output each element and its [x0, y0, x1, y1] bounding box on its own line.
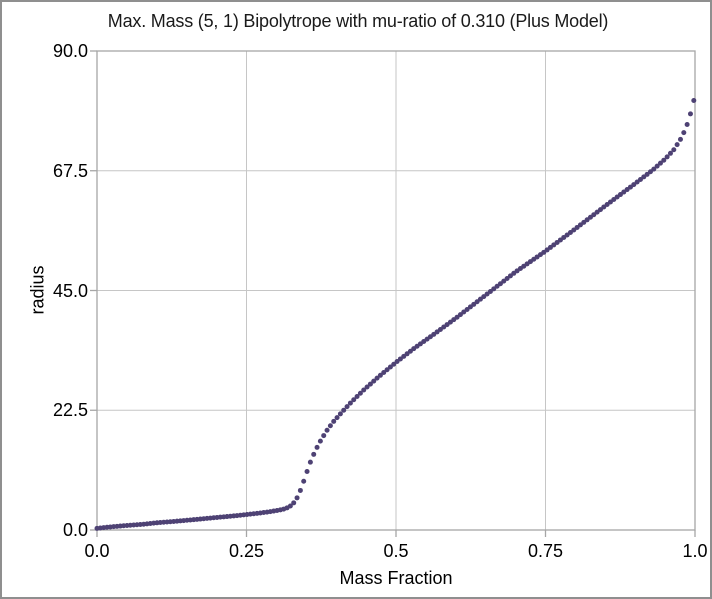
x-tick-label: 1.0 [682, 541, 708, 561]
data-point [681, 130, 687, 136]
data-point [337, 411, 343, 417]
data-point [331, 418, 337, 424]
data-point [671, 147, 677, 153]
data-point [677, 136, 683, 142]
data-point [324, 427, 330, 433]
data-point [684, 121, 690, 127]
data-point [364, 384, 370, 390]
data-point [384, 367, 390, 373]
data-point [377, 372, 383, 378]
data-point [664, 154, 670, 160]
data-point [334, 415, 340, 421]
data-point [287, 503, 293, 509]
data-point [291, 500, 297, 506]
data-point [667, 150, 673, 156]
y-tick-label: 22.5 [52, 400, 88, 421]
data-point [647, 169, 653, 175]
data-point [651, 166, 657, 172]
data-point [674, 142, 680, 148]
y-tick-label: 0.0 [62, 520, 88, 540]
y-tick-label: 67.5 [52, 160, 88, 181]
x-tick-label: 0.25 [228, 541, 265, 561]
x-tick-label: 0.75 [527, 541, 564, 561]
data-point [367, 381, 373, 387]
data-point [661, 157, 667, 163]
data-point [307, 459, 313, 465]
data-point [354, 393, 360, 399]
data-point [314, 444, 320, 450]
chart-title: Max. Mass (5, 1) Bipolytrope with mu-rat… [107, 11, 609, 31]
data-point [327, 423, 333, 429]
data-point [344, 404, 350, 410]
data-point [657, 160, 663, 166]
y-tick-label: 45.0 [52, 280, 88, 301]
data-series [94, 98, 697, 531]
x-tick-label: 0.0 [84, 541, 110, 561]
data-point [317, 438, 323, 444]
x-tick-label: 0.5 [383, 541, 409, 561]
data-point [691, 98, 697, 103]
data-point [361, 387, 367, 393]
data-point [687, 111, 693, 117]
data-point [297, 487, 303, 493]
y-tick-label: 90.0 [52, 41, 88, 61]
data-point [341, 407, 347, 413]
data-point [381, 370, 387, 376]
data-point [321, 433, 327, 439]
data-point [301, 478, 307, 484]
data-point [371, 378, 377, 384]
data-point [357, 390, 363, 396]
data-point [294, 495, 300, 501]
data-point [387, 364, 393, 370]
data-point [351, 397, 357, 403]
data-point [311, 451, 317, 457]
x-axis-label: Mass Fraction [339, 568, 453, 588]
data-point [374, 375, 380, 381]
data-point [347, 400, 353, 406]
data-point [654, 163, 660, 169]
data-point [304, 468, 310, 474]
data-point [391, 361, 397, 367]
